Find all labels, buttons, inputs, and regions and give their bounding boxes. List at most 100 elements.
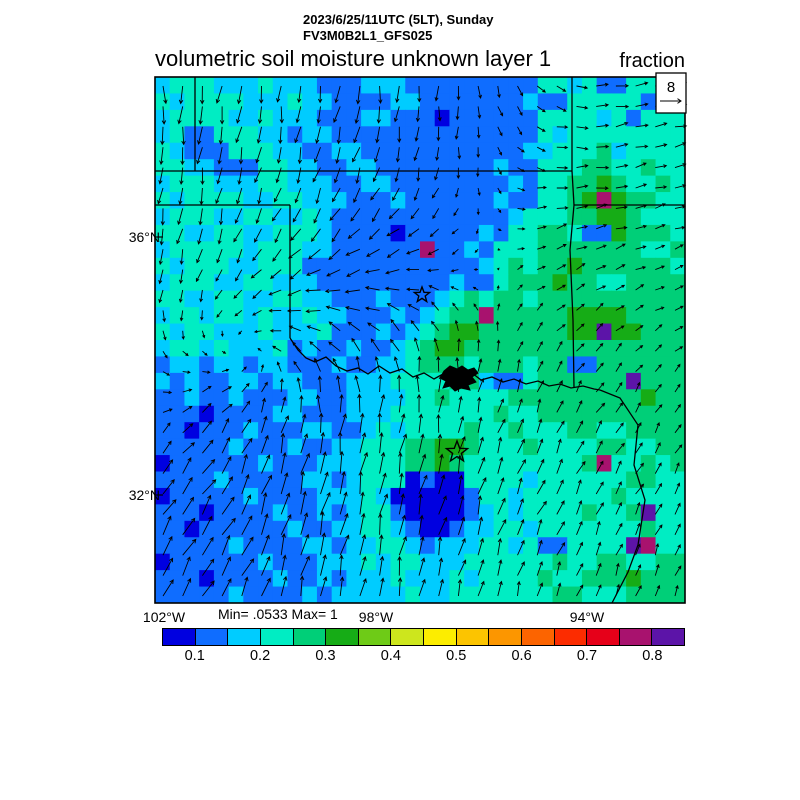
grid-cell <box>213 537 230 555</box>
grid-cell <box>184 77 200 94</box>
grid-cell <box>390 471 406 489</box>
grid-cell <box>184 389 200 407</box>
grid-cell <box>228 504 244 522</box>
grid-cell <box>493 159 509 177</box>
grid-cell <box>508 323 524 341</box>
grid-cell <box>640 77 657 94</box>
grid-cell <box>640 175 657 193</box>
grid-cell <box>346 340 362 357</box>
reference-vector-label: 8 <box>667 79 675 96</box>
grid-cell <box>184 126 200 144</box>
grid-cell <box>390 405 406 423</box>
grid-cell <box>258 487 274 505</box>
grid-cell <box>537 274 553 292</box>
grid-cell <box>478 241 495 259</box>
grid-cell <box>434 241 450 259</box>
grid-cell <box>155 274 171 292</box>
grid-cell <box>493 192 509 209</box>
grid-cell <box>420 93 436 111</box>
grid-cell <box>420 487 436 505</box>
grid-cell <box>596 405 612 423</box>
grid-cell <box>670 553 686 571</box>
grid-cell <box>199 208 215 226</box>
grid-cell <box>552 175 568 193</box>
grid-cell <box>596 192 612 209</box>
grid-cell <box>537 340 553 357</box>
grid-cell <box>302 307 318 325</box>
grid-cell <box>537 422 553 440</box>
grid-cell <box>434 553 450 571</box>
grid-cell <box>464 455 480 472</box>
grid-cell <box>670 307 686 325</box>
grid-cell <box>331 422 347 440</box>
grid-cell <box>316 372 333 390</box>
grid-cell <box>670 438 686 456</box>
grid-cell <box>169 586 185 604</box>
grid-cell <box>434 257 450 275</box>
grid-cell <box>243 323 259 341</box>
grid-cell <box>552 290 568 308</box>
grid-cell <box>331 405 347 423</box>
grid-cell <box>640 438 657 456</box>
grid-cell <box>493 570 509 588</box>
grid-cell <box>199 159 215 177</box>
grid-cell <box>213 356 230 374</box>
grid-cell <box>258 109 274 127</box>
grid-cell <box>552 142 568 160</box>
grid-cell <box>302 208 318 226</box>
grid-cell <box>375 487 392 505</box>
grid-cell <box>346 241 362 259</box>
lon-tick-label: 102°W <box>142 609 186 625</box>
grid-cell <box>581 307 598 325</box>
grid-cell <box>228 159 244 177</box>
grid-cell <box>478 405 495 423</box>
colorbar-segment <box>326 629 359 645</box>
grid-cell <box>640 504 657 522</box>
grid-cell <box>670 208 686 226</box>
grid-cell <box>552 504 568 522</box>
grid-cell <box>464 504 480 522</box>
grid-cell <box>405 175 421 193</box>
grid-cell <box>434 438 450 456</box>
grid-cell <box>464 389 480 407</box>
grid-cell <box>626 570 642 588</box>
grid-cell <box>552 208 568 226</box>
colorbar-segment <box>358 629 392 645</box>
grid-cell <box>346 586 362 604</box>
grid-cell <box>155 307 171 325</box>
grid-cell <box>640 257 657 275</box>
grid-cell <box>508 142 524 160</box>
grid-cell <box>331 553 347 571</box>
grid-cell <box>552 224 568 242</box>
grid-cell <box>169 520 185 538</box>
grid-cell <box>434 109 450 127</box>
grid-cell <box>199 257 215 275</box>
grid-cell <box>272 586 288 604</box>
grid-cell <box>626 192 642 209</box>
grid-cell <box>213 520 230 538</box>
grid-cell <box>375 142 392 160</box>
grid-cell <box>567 471 583 489</box>
grid-cell <box>611 109 627 127</box>
grid-cell <box>552 389 568 407</box>
grid-cell <box>405 307 421 325</box>
grid-cell <box>552 93 568 111</box>
grid-cell <box>302 142 318 160</box>
grid-cell <box>390 586 406 604</box>
grid-cell <box>228 389 244 407</box>
grid-cell <box>420 520 436 538</box>
grid-cell <box>567 274 583 292</box>
grid-cell <box>611 290 627 308</box>
grid-cell <box>449 520 465 538</box>
grid-cell <box>287 570 303 588</box>
city-star-marker <box>444 438 470 463</box>
grid-cell <box>581 257 598 275</box>
grid-cell <box>302 290 318 308</box>
grid-cell <box>272 356 288 374</box>
grid-cell <box>228 109 244 127</box>
colorbar-segment <box>228 629 261 645</box>
grid-cell <box>449 159 465 177</box>
grid-cell <box>287 307 303 325</box>
grid-cell <box>155 109 171 127</box>
